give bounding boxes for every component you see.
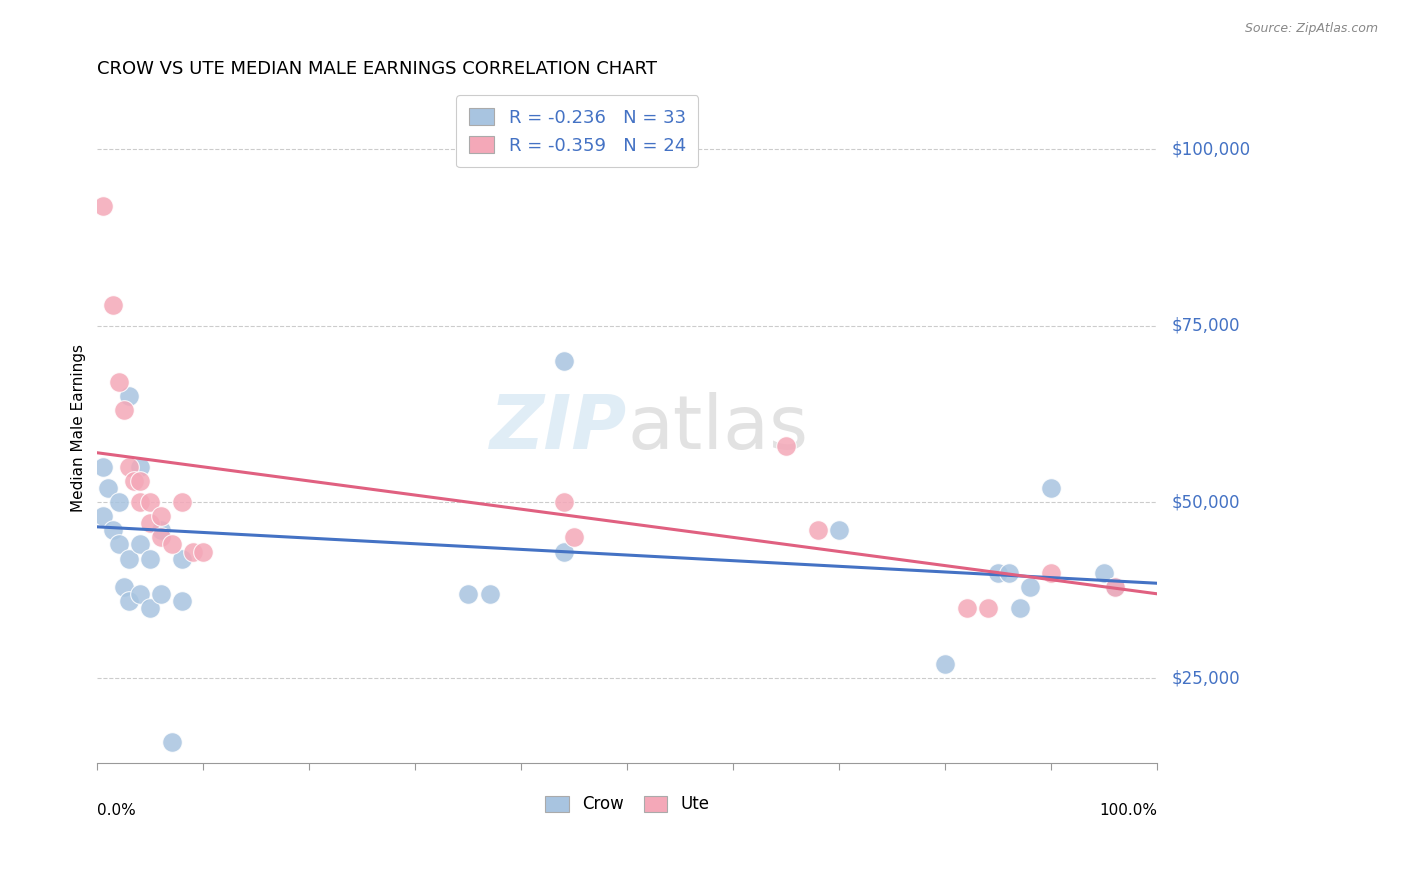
Point: [478, 587, 501, 601]
Point: [128, 474, 150, 488]
Point: [149, 530, 172, 544]
Point: [91, 509, 114, 524]
Text: 100.0%: 100.0%: [1099, 804, 1157, 818]
Point: [181, 544, 204, 558]
Point: [564, 530, 586, 544]
Point: [1040, 481, 1063, 495]
Point: [107, 376, 129, 390]
Point: [91, 459, 114, 474]
Point: [998, 566, 1021, 580]
Text: Source: ZipAtlas.com: Source: ZipAtlas.com: [1244, 22, 1378, 36]
Point: [987, 566, 1010, 580]
Point: [1019, 580, 1042, 594]
Text: $25,000: $25,000: [1171, 670, 1240, 688]
Point: [124, 474, 146, 488]
Point: [139, 551, 162, 566]
Point: [107, 495, 129, 509]
Point: [193, 544, 215, 558]
Point: [977, 601, 1000, 615]
Point: [149, 524, 172, 538]
Y-axis label: Median Male Earnings: Median Male Earnings: [72, 344, 86, 512]
Point: [1008, 601, 1031, 615]
Text: 0.0%: 0.0%: [97, 804, 136, 818]
Point: [934, 657, 956, 672]
Legend: Crow, Ute: Crow, Ute: [537, 787, 717, 822]
Point: [128, 459, 150, 474]
Text: CROW VS UTE MEDIAN MALE EARNINGS CORRELATION CHART: CROW VS UTE MEDIAN MALE EARNINGS CORRELA…: [97, 60, 658, 78]
Point: [128, 537, 150, 551]
Text: $100,000: $100,000: [1171, 140, 1250, 159]
Point: [128, 495, 150, 509]
Point: [128, 587, 150, 601]
Text: ZIP: ZIP: [491, 392, 627, 465]
Point: [103, 524, 125, 538]
Point: [775, 439, 797, 453]
Point: [807, 524, 830, 538]
Point: [1104, 580, 1126, 594]
Point: [112, 403, 135, 417]
Point: [139, 516, 162, 531]
Point: [149, 587, 172, 601]
Point: [172, 594, 194, 608]
Text: $50,000: $50,000: [1171, 493, 1240, 511]
Text: atlas: atlas: [627, 392, 808, 465]
Point: [553, 544, 575, 558]
Point: [118, 551, 141, 566]
Point: [457, 587, 479, 601]
Point: [955, 601, 977, 615]
Point: [149, 509, 172, 524]
Point: [118, 389, 141, 403]
Text: $75,000: $75,000: [1171, 317, 1240, 334]
Point: [160, 537, 183, 551]
Point: [112, 580, 135, 594]
Point: [97, 481, 120, 495]
Point: [91, 199, 114, 213]
Point: [828, 524, 851, 538]
Point: [139, 601, 162, 615]
Point: [1104, 580, 1126, 594]
Point: [1092, 566, 1115, 580]
Point: [172, 551, 194, 566]
Point: [553, 495, 575, 509]
Point: [1040, 566, 1063, 580]
Point: [107, 537, 129, 551]
Point: [103, 298, 125, 312]
Point: [118, 594, 141, 608]
Point: [139, 495, 162, 509]
Point: [118, 459, 141, 474]
Point: [553, 354, 575, 368]
Point: [160, 735, 183, 749]
Point: [172, 495, 194, 509]
